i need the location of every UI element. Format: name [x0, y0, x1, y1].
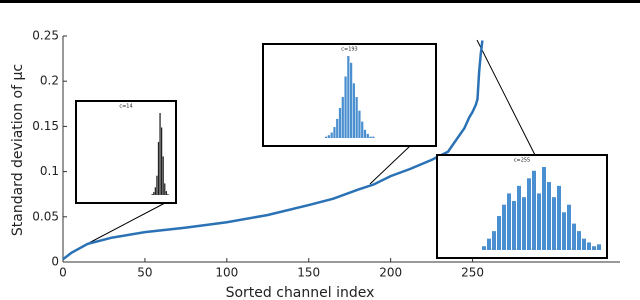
connector [476, 39, 536, 156]
line-series [62, 40, 484, 261]
histogram-bar [592, 246, 596, 250]
histogram-bar [156, 175, 158, 195]
histogram-bar [154, 187, 156, 195]
inset-frame [262, 43, 437, 147]
histogram-bar [487, 238, 491, 250]
histogram-bar [162, 156, 164, 195]
inset-title: c=14 [119, 104, 132, 110]
histogram-bar [157, 141, 160, 195]
y-axis-label: Standard deviation of μc [10, 64, 26, 236]
histogram-bar [372, 136, 375, 138]
inset-title: c=255 [514, 158, 530, 164]
histogram-bar [325, 136, 328, 138]
x-tick-label: 100 [215, 266, 238, 280]
y-tick-label: 0.1 [40, 164, 59, 178]
x-tick-label: 250 [461, 266, 484, 280]
y-tick-label: 0.15 [32, 119, 59, 133]
histogram-bar [336, 118, 339, 138]
inset-title: c=193 [341, 47, 357, 53]
histogram-bar [330, 132, 333, 138]
histogram-bar [567, 204, 571, 250]
histogram-bar [597, 244, 601, 250]
histogram-bar [482, 246, 486, 250]
histogram-bar [165, 191, 167, 195]
histogram-bar [369, 136, 372, 138]
histogram-bar [582, 238, 586, 250]
connector [369, 145, 411, 185]
x-tick-label: 150 [297, 266, 320, 280]
histogram-bar [363, 129, 367, 138]
y-tick-label: 0.05 [32, 209, 59, 223]
histogram-bar [344, 76, 347, 138]
histogram-bar [347, 56, 350, 138]
histogram-bar [527, 178, 531, 250]
histogram-bar [153, 192, 155, 195]
histogram-bar [333, 127, 336, 138]
histogram-bar [361, 121, 364, 138]
histogram-bar [338, 107, 342, 138]
x-tick-label: 50 [137, 266, 152, 280]
histogram-bar [327, 135, 330, 138]
histogram-bar [507, 193, 511, 250]
histogram-bar [355, 97, 358, 138]
histogram-bar [341, 97, 344, 138]
histogram-bar [167, 194, 169, 195]
histogram-bar [542, 167, 546, 250]
histogram-bar [517, 185, 521, 250]
histogram-bar [522, 197, 526, 250]
x-tick-label: 0 [59, 266, 67, 280]
header-rule [0, 0, 640, 3]
histogram-bar [577, 231, 581, 250]
histogram-bar [366, 133, 369, 138]
histogram-bar [547, 182, 551, 250]
histogram-bar [557, 185, 561, 250]
histogram-bar [532, 170, 536, 250]
histogram-bar [161, 127, 163, 195]
histogram-bar [151, 194, 153, 195]
histogram-bar [358, 110, 361, 138]
histogram-bar [562, 212, 566, 250]
histogram-bar [572, 223, 576, 250]
histogram-bar [537, 193, 541, 250]
inset-frame [75, 100, 177, 204]
y-tick-label: 0.2 [40, 74, 59, 88]
x-tick-label: 200 [379, 266, 402, 280]
histogram-bar [552, 197, 556, 250]
x-axis-label: Sorted channel index [226, 285, 375, 300]
histogram-bar [164, 183, 166, 195]
y-tick-label: 0 [51, 255, 59, 269]
histogram-bar [350, 62, 353, 139]
histogram-bar [352, 83, 355, 138]
histogram-bar [502, 204, 506, 250]
connector [86, 202, 166, 245]
histogram-bar [492, 231, 496, 250]
histogram-bar [159, 113, 161, 195]
histogram-bar [512, 200, 516, 250]
histogram-bar [587, 242, 591, 250]
y-tick-label: 0.25 [32, 29, 59, 43]
histogram-bar [497, 216, 501, 250]
